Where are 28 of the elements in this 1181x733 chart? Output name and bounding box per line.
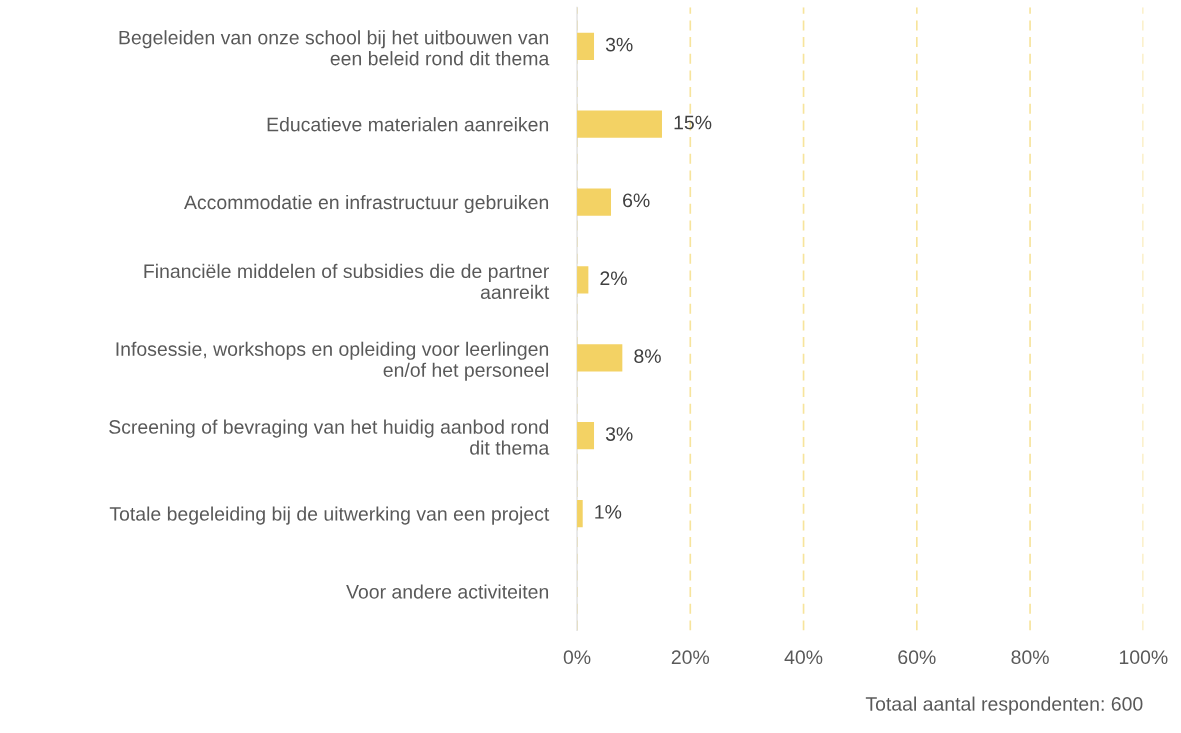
x-tick-label: 80%: [1011, 650, 1049, 665]
x-tick-label: 40%: [784, 650, 823, 665]
data-label: 6%: [623, 193, 650, 208]
x-tick-label: 20%: [671, 650, 710, 665]
x-tick-label: 60%: [898, 650, 936, 665]
text: Totaal aantal respondenten: 600: [865, 696, 1143, 715]
bar: [577, 110, 662, 138]
y-tick-label: Infosessie, workshops en opleiding voor leerlingen en/of het personeel: [116, 341, 549, 381]
y-tick-label: Accommodatie en infrastructuur gebruiken: [184, 194, 549, 214]
y-tick-label: Educatieve materialen aanreiken: [267, 117, 549, 132]
bar: [577, 32, 595, 60]
y-tick-label: Financiële middelen of subsidies die de partner aanreikt: [144, 263, 550, 300]
bar: [577, 188, 612, 216]
y-tick-label: Voor andere activiteiten: [346, 584, 549, 599]
data-label: 3%: [605, 37, 633, 52]
y-tick-label: Begeleiden van onze school bij het uitbouwen van een beleid rond dit thema: [119, 30, 550, 66]
bar: [577, 344, 623, 372]
data-label: 3%: [605, 427, 633, 441]
bar: [577, 422, 595, 450]
data-label: 8%: [634, 349, 661, 364]
bar: [577, 266, 589, 294]
data-label: 1%: [595, 505, 622, 519]
data-label: 15%: [674, 115, 712, 130]
data-label: 2%: [600, 271, 627, 286]
x-tick-label: 0%: [563, 650, 591, 665]
x-tick-label: 100%: [1119, 650, 1168, 665]
y-tick-label: Screening of bevraging van het huidig aanbod rond dit thema: [109, 419, 550, 455]
y-tick-label: Totale begeleiding bij de uitwerking van een project: [109, 506, 550, 525]
